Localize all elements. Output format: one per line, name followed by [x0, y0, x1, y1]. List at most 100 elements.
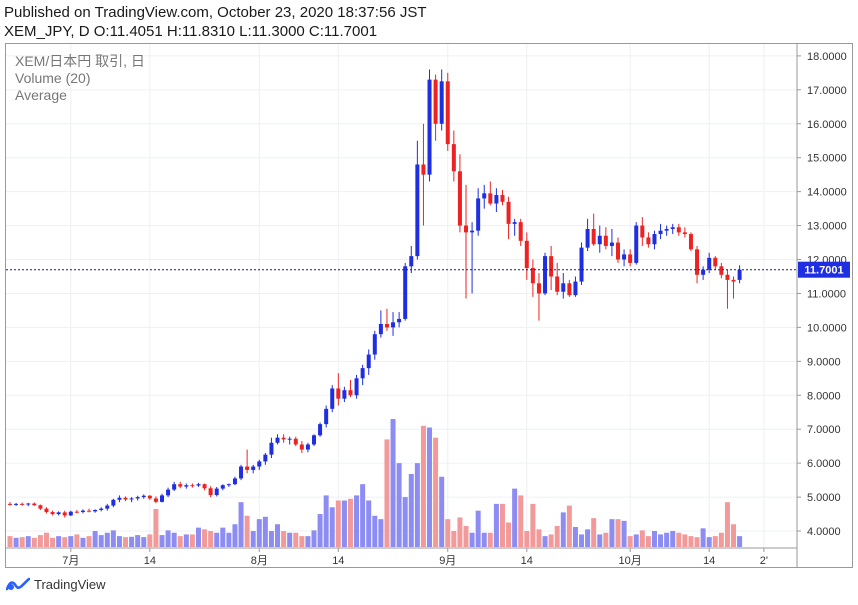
candle-down — [50, 510, 55, 516]
volume-bar-down — [603, 532, 609, 547]
candle-body — [530, 268, 535, 284]
volume-bar-down — [347, 498, 353, 547]
candle-body — [214, 488, 219, 496]
volume-bar-up — [469, 532, 475, 547]
candle-down — [178, 481, 183, 489]
candle-up — [543, 252, 548, 296]
candle-body — [488, 193, 493, 204]
candle-body — [184, 485, 189, 487]
candle-up — [56, 511, 61, 516]
candle-body — [421, 164, 426, 175]
volume-bar-up — [323, 495, 329, 547]
y-tick-label: 17.0000 — [807, 85, 847, 97]
volume-bar-up — [427, 427, 433, 547]
candle-body — [312, 435, 316, 445]
candle-body — [707, 257, 712, 270]
volume-bar-up — [658, 534, 664, 547]
candle-up — [220, 484, 225, 491]
candle-body — [616, 242, 620, 260]
volume-bar-up — [360, 484, 366, 547]
candle-down — [44, 507, 49, 514]
volume-bar-up — [25, 536, 31, 547]
candle-body — [512, 222, 517, 224]
candle-up — [111, 498, 116, 508]
candle-up — [439, 69, 444, 131]
volume-bar-up — [305, 536, 311, 547]
candle-down — [603, 227, 608, 250]
candle-down — [8, 502, 12, 506]
tradingview-logo-icon — [6, 577, 30, 591]
candle-body — [56, 512, 61, 515]
volume-bar-down — [384, 439, 390, 547]
candle-down — [202, 483, 207, 491]
volume-bar-down — [335, 500, 341, 547]
volume-bar-up — [664, 532, 670, 547]
candle-body — [378, 324, 383, 335]
candle-up — [476, 188, 481, 236]
candle-body — [384, 324, 389, 328]
candle-body — [141, 495, 146, 498]
candle-down — [87, 508, 92, 513]
candle-body — [433, 79, 438, 124]
volume-bar-up — [56, 536, 62, 547]
volume-bar-down — [554, 525, 560, 547]
candle-body — [166, 489, 171, 496]
candle-down — [190, 483, 195, 488]
volume-bar-up — [579, 534, 585, 547]
candle-body — [397, 318, 402, 323]
x-tick-label: 14 — [332, 555, 344, 567]
volume-bar-up — [329, 507, 335, 547]
candle-body — [129, 498, 134, 500]
volume-bar-down — [694, 537, 700, 547]
candle-up — [378, 310, 383, 338]
candle-up — [372, 330, 377, 360]
candle-body — [354, 378, 359, 396]
volume-bar-up — [493, 503, 499, 547]
candle-down — [20, 502, 25, 506]
candle-up — [737, 265, 742, 284]
candle-up — [360, 364, 365, 386]
candle-body — [14, 503, 19, 505]
candle-body — [427, 79, 432, 175]
candle-up — [324, 405, 329, 428]
x-tick-label: 14 — [144, 555, 156, 567]
candle-down — [123, 496, 128, 502]
candle-up — [609, 228, 614, 257]
candle-series — [8, 69, 742, 518]
candle-body — [202, 484, 207, 489]
volume-bar-down — [548, 534, 554, 547]
volume-bar-down — [123, 537, 129, 547]
candle-body — [494, 195, 499, 204]
footer[interactable]: TradingView — [6, 576, 106, 592]
candle-down — [281, 434, 286, 443]
candle-down — [147, 495, 152, 500]
volume-bar-down — [463, 525, 469, 547]
candle-body — [348, 390, 353, 396]
volume-bar-up — [171, 532, 177, 547]
volume-bar-down — [566, 505, 572, 547]
volume-bar-up — [110, 530, 116, 547]
candle-up — [391, 312, 396, 336]
volume-bar-up — [621, 520, 627, 547]
candle-body — [403, 266, 408, 319]
candle-body — [38, 505, 43, 509]
candle-body — [628, 254, 633, 263]
volume-bar-down — [299, 536, 305, 547]
candle-up — [482, 184, 487, 209]
volume-bar-up — [408, 474, 414, 547]
candle-body — [74, 511, 79, 513]
volume-bar-up — [341, 500, 347, 547]
candle-body — [220, 485, 225, 489]
volume-bar-up — [737, 536, 743, 547]
candle-down — [500, 189, 505, 206]
y-tick-label: 15.0000 — [807, 153, 847, 165]
volume-bar-up — [13, 537, 19, 547]
candle-body — [275, 437, 280, 443]
candle-body — [257, 461, 262, 467]
volume-bar-up — [597, 534, 603, 547]
candle-down — [208, 486, 213, 498]
volume-bar-up — [651, 531, 657, 547]
candle-body — [543, 256, 548, 294]
candle-body — [701, 269, 706, 275]
